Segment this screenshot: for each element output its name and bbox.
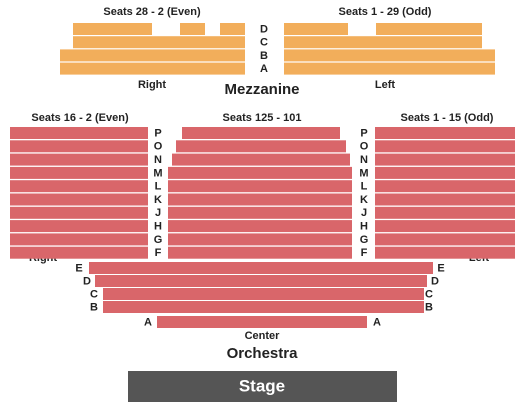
seat-row[interactable]: [89, 262, 433, 274]
row-letter: C: [425, 288, 433, 300]
seat-row[interactable]: [375, 193, 515, 206]
section-label: Left: [375, 79, 396, 91]
seat-row[interactable]: [168, 220, 352, 233]
row-letter: D: [83, 275, 91, 287]
seat-row[interactable]: [375, 166, 515, 179]
row-letter: B: [425, 301, 433, 313]
row-letter: A: [260, 63, 268, 75]
row-letter: D: [260, 23, 268, 35]
row-letter: M: [359, 167, 368, 179]
row-letter: B: [90, 301, 98, 313]
row-letter: M: [153, 167, 162, 179]
row-letter: E: [75, 262, 82, 274]
seat-row[interactable]: [10, 127, 148, 139]
seat-row[interactable]: [168, 246, 352, 259]
seat-row[interactable]: [375, 233, 515, 246]
seat-row[interactable]: [73, 23, 152, 35]
seat-row[interactable]: [168, 166, 352, 179]
seat-row[interactable]: [10, 180, 148, 193]
seat-row[interactable]: [284, 23, 348, 35]
row-letter: D: [431, 275, 439, 287]
row-letter: K: [360, 194, 368, 206]
seat-row[interactable]: [60, 62, 245, 75]
row-letter: L: [155, 181, 162, 193]
seat-row[interactable]: [168, 180, 352, 193]
row-letter: P: [360, 127, 367, 139]
section-heading: Seats 1 - 15 (Odd): [401, 112, 494, 124]
seat-row[interactable]: [375, 180, 515, 193]
section-label: Center: [245, 330, 281, 342]
seat-row[interactable]: [375, 153, 515, 166]
seat-row[interactable]: [375, 246, 515, 259]
seat-row[interactable]: [103, 288, 424, 300]
row-letter: C: [90, 288, 98, 300]
row-letter: N: [360, 154, 368, 166]
row-letter: B: [260, 50, 268, 62]
row-letter: A: [373, 316, 381, 328]
seat-row[interactable]: [172, 153, 350, 166]
seat-row[interactable]: [180, 23, 205, 35]
seat-row[interactable]: [60, 49, 245, 62]
row-letter: O: [360, 141, 369, 153]
section-heading: Seats 28 - 2 (Even): [103, 6, 201, 18]
row-letter: E: [437, 262, 444, 274]
row-letter: H: [360, 221, 368, 233]
row-letter: O: [154, 141, 163, 153]
stage-label: Stage: [239, 376, 285, 395]
row-letter: F: [361, 247, 368, 259]
seat-row[interactable]: [10, 193, 148, 206]
row-letter: G: [360, 234, 369, 246]
seat-row[interactable]: [375, 206, 515, 219]
seat-row[interactable]: [284, 36, 482, 49]
seat-row[interactable]: [220, 23, 245, 35]
seat-row[interactable]: [73, 36, 245, 49]
section-heading: Seats 16 - 2 (Even): [31, 112, 129, 124]
seat-row[interactable]: [376, 23, 482, 35]
row-letter: L: [361, 181, 368, 193]
stage: [128, 371, 397, 402]
seat-row[interactable]: [375, 140, 515, 153]
row-letter: G: [154, 234, 163, 246]
seat-row[interactable]: [103, 301, 424, 313]
seat-row[interactable]: [168, 206, 352, 219]
section-heading: Seats 125 - 101: [223, 112, 302, 124]
seat-row[interactable]: [10, 166, 148, 179]
seat-row[interactable]: [375, 127, 515, 139]
seat-row[interactable]: [10, 220, 148, 233]
seat-row[interactable]: [284, 62, 495, 75]
seat-row[interactable]: [10, 140, 148, 153]
level-title: Mezzanine: [224, 81, 299, 98]
section-label: Right: [138, 79, 166, 91]
row-letter: N: [154, 154, 162, 166]
row-letter: P: [154, 127, 161, 139]
row-letter: H: [154, 221, 162, 233]
row-letter: J: [155, 207, 161, 219]
seat-row[interactable]: [157, 316, 367, 328]
seat-row[interactable]: [10, 153, 148, 166]
seat-row[interactable]: [95, 275, 427, 287]
seat-row[interactable]: [375, 220, 515, 233]
row-letter: C: [260, 37, 268, 49]
seat-row[interactable]: [10, 246, 148, 259]
row-letter: J: [361, 207, 367, 219]
row-letter: A: [144, 316, 152, 328]
seat-row[interactable]: [168, 193, 352, 206]
seat-row[interactable]: [182, 127, 340, 139]
seat-row[interactable]: [176, 140, 346, 153]
seat-row[interactable]: [10, 206, 148, 219]
seat-row[interactable]: [284, 49, 495, 62]
row-letter: F: [155, 247, 162, 259]
seat-row[interactable]: [168, 233, 352, 246]
seat-row[interactable]: [10, 233, 148, 246]
section-heading: Seats 1 - 29 (Odd): [339, 6, 432, 18]
level-title: Orchestra: [227, 345, 299, 362]
row-letter: K: [154, 194, 162, 206]
